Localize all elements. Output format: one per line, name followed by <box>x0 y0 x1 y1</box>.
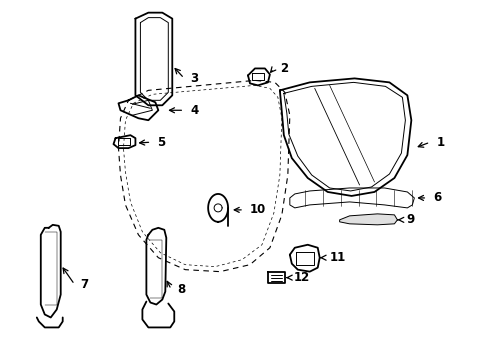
Text: 12: 12 <box>294 271 310 284</box>
Text: 4: 4 <box>190 104 198 117</box>
Text: 3: 3 <box>190 72 198 85</box>
Text: 6: 6 <box>433 192 441 204</box>
Text: 1: 1 <box>436 136 444 149</box>
Text: 9: 9 <box>406 213 415 226</box>
Polygon shape <box>340 214 397 225</box>
Polygon shape <box>290 188 415 208</box>
Text: 2: 2 <box>280 62 288 75</box>
Text: 7: 7 <box>81 278 89 291</box>
Text: 8: 8 <box>177 283 186 296</box>
Text: 5: 5 <box>157 136 166 149</box>
Text: 10: 10 <box>250 203 266 216</box>
Text: 11: 11 <box>330 251 346 264</box>
